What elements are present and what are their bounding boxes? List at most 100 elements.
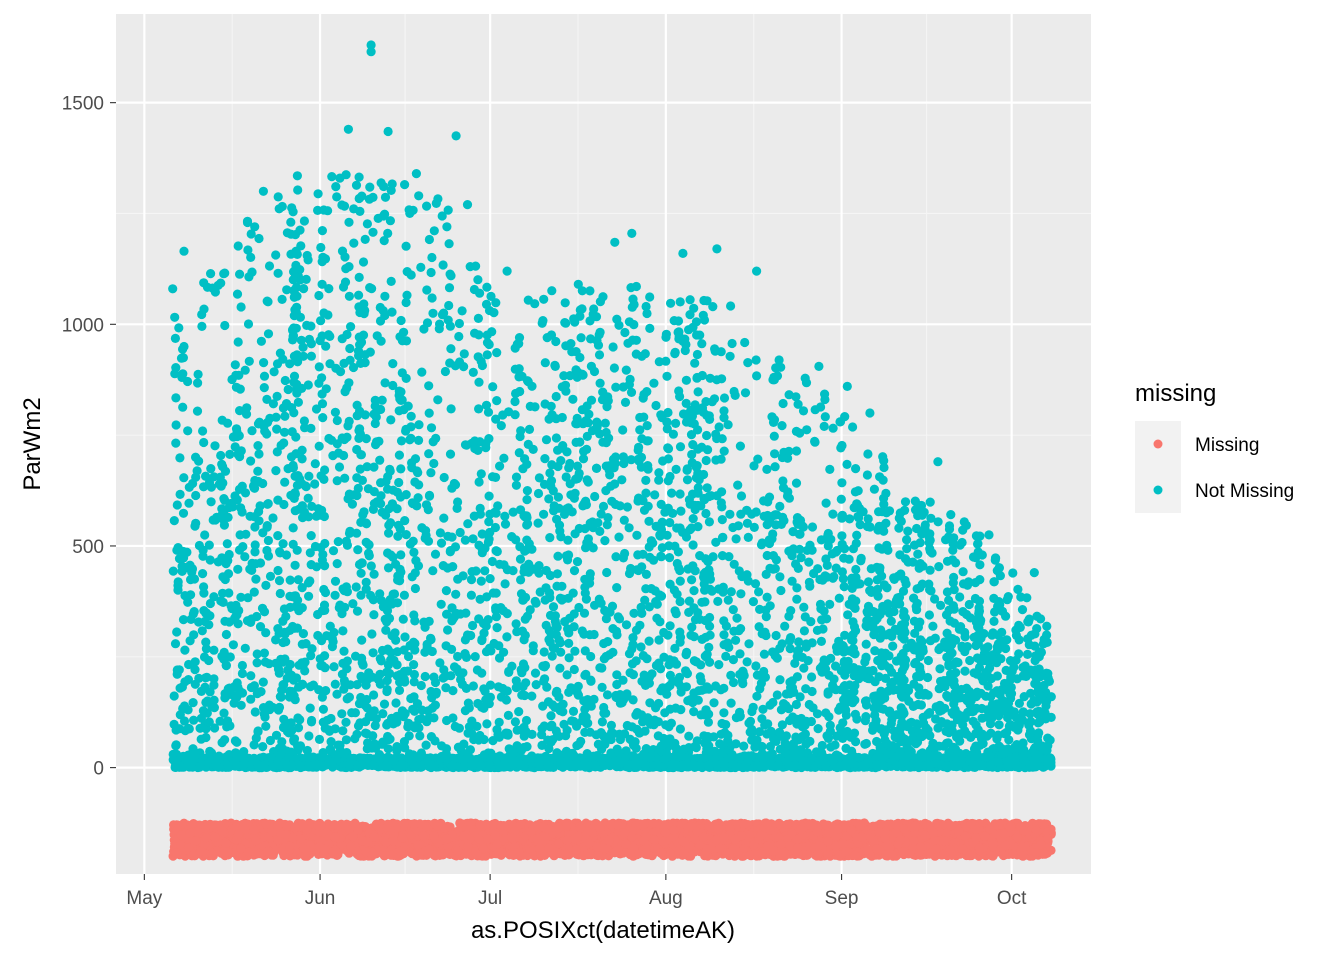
point-missing [201, 833, 211, 843]
point-missing [896, 835, 906, 845]
point-missing [920, 830, 930, 840]
point-missing [1019, 826, 1029, 836]
point-missing [328, 847, 338, 857]
point-missing [756, 830, 766, 841]
point-missing [776, 839, 786, 850]
point-missing [543, 824, 554, 834]
point-missing [658, 836, 668, 846]
point-missing [272, 821, 283, 832]
point-missing [1008, 849, 1018, 860]
point-missing [285, 841, 295, 851]
point-missing [348, 831, 358, 842]
point-missing [176, 830, 186, 840]
point-missing [833, 824, 843, 835]
point-missing [488, 819, 498, 829]
point-missing [441, 834, 452, 844]
point-missing [1006, 821, 1016, 832]
point-missing [649, 835, 660, 845]
point-missing [171, 848, 182, 858]
point-missing [584, 838, 594, 848]
point-missing [1031, 848, 1041, 858]
point-missing [183, 843, 194, 853]
point-missing [251, 849, 261, 859]
point-missing [429, 831, 439, 841]
point-missing [595, 824, 606, 834]
point-missing [240, 818, 250, 829]
point-missing [728, 844, 739, 854]
point-missing [1039, 819, 1049, 829]
point-missing [824, 828, 834, 838]
point-missing [841, 846, 851, 857]
point-missing [871, 844, 882, 854]
point-missing [661, 828, 671, 838]
point-missing [916, 842, 926, 852]
point-missing [219, 849, 229, 859]
point-missing [191, 836, 201, 846]
point-missing [812, 827, 822, 837]
point-missing [185, 828, 195, 838]
point-missing [641, 831, 651, 842]
point-missing [251, 836, 261, 846]
point-missing [909, 836, 919, 846]
point-missing [988, 839, 998, 850]
point-missing [756, 849, 766, 859]
point-missing [971, 825, 981, 835]
point-missing [999, 829, 1009, 839]
point-missing [210, 832, 220, 843]
point-missing [651, 827, 662, 837]
point-missing [221, 838, 231, 848]
point-missing [939, 836, 949, 846]
point-missing [868, 821, 878, 832]
point-missing [780, 850, 790, 860]
point-missing [865, 833, 876, 843]
point-missing [478, 843, 489, 854]
point-missing [814, 841, 824, 851]
point-missing [207, 849, 217, 859]
point-missing [987, 851, 997, 861]
point-missing [823, 836, 833, 847]
point-missing [369, 832, 379, 842]
point-missing [436, 818, 446, 828]
point-missing [679, 848, 689, 859]
point-missing [796, 825, 806, 835]
point-missing [639, 819, 649, 829]
point-missing [931, 844, 941, 854]
point-missing [526, 827, 536, 837]
point-missing [544, 843, 554, 853]
point-missing [739, 819, 749, 829]
point-missing [399, 819, 409, 829]
point-missing [418, 831, 428, 841]
point-missing [1040, 849, 1050, 859]
point-missing [424, 848, 434, 858]
point-missing [1018, 842, 1028, 852]
point-missing [507, 832, 517, 843]
point-missing [613, 820, 623, 830]
point-missing [850, 850, 860, 860]
point-missing [413, 848, 424, 858]
point-missing [290, 823, 300, 833]
point-missing [855, 821, 866, 831]
point-missing [562, 835, 572, 845]
point-missing [604, 835, 614, 846]
point-missing [555, 848, 565, 859]
point-missing [669, 825, 679, 835]
point-missing [263, 847, 273, 857]
point-missing [261, 819, 271, 829]
point-missing [762, 819, 773, 829]
point-missing [862, 845, 872, 855]
point-missing [846, 826, 857, 836]
point-missing [350, 818, 360, 828]
point-missing [793, 843, 803, 853]
point-missing [413, 840, 423, 850]
point-missing [535, 843, 545, 854]
point-missing [823, 849, 833, 860]
point-missing [301, 845, 311, 855]
point-missing [965, 851, 975, 861]
point-missing [713, 824, 723, 834]
point-missing [980, 831, 990, 841]
point-missing [813, 849, 823, 859]
point-missing [196, 846, 206, 856]
point-missing [584, 848, 594, 859]
point-missing [768, 846, 779, 856]
